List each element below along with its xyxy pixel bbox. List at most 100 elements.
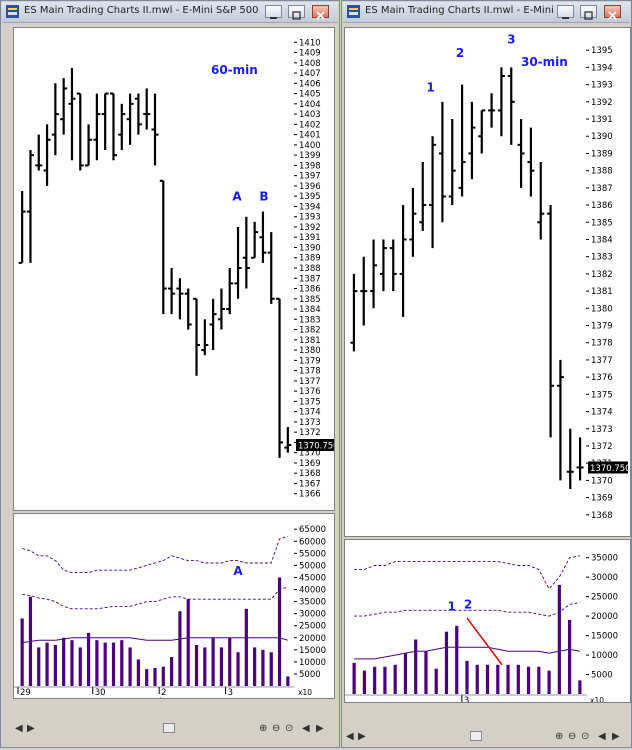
volume-bar (20, 618, 24, 686)
volume-bar (496, 664, 500, 694)
chart-window-60min[interactable]: ES Main Trading Charts II.mwl - E-Mini S… (0, 0, 340, 748)
price-bar (497, 67, 505, 137)
volume-bar (261, 649, 265, 686)
last-price-label: 1370.750 (298, 442, 334, 452)
price-bar (118, 103, 126, 150)
volume-bar (373, 666, 377, 694)
zoom-out-icon[interactable]: ⊖ (272, 723, 281, 734)
price-bar (26, 150, 34, 263)
title-bar[interactable]: ES Main Trading Charts II.mwl - E-Mini S… (2, 2, 338, 23)
zoom-reset-icon[interactable]: ⊙ (285, 723, 294, 734)
scroll-end-icon[interactable]: ▶ (316, 723, 324, 734)
volume-axis-label: 20000 (591, 612, 618, 622)
app-icon (347, 5, 360, 18)
scroll-slider[interactable] (163, 723, 175, 733)
price-bar (109, 92, 117, 161)
volume-pane[interactable]: 35000 30000 25000 20000 15000 10000 5000 x10 1 2 3 (344, 539, 631, 706)
price-bar (68, 67, 76, 161)
volume-bar (578, 680, 582, 694)
price-bar (101, 92, 109, 150)
price-chart[interactable]: 1395 1394 1393 1392 1391 1390 1389 1388 1387 1386… (345, 28, 631, 536)
zoom-in-icon[interactable]: ⊕ (259, 723, 268, 734)
price-axis-label: 1383 (591, 253, 613, 263)
zoom-out-icon[interactable]: ⊖ (568, 731, 577, 742)
price-bar (350, 273, 358, 352)
scroll-end-icon[interactable]: ▶ (612, 731, 620, 742)
price-axis-label: 1374 (299, 408, 321, 418)
price-axis-label: 1369 (591, 494, 613, 504)
price-axis-label: 1386 (591, 201, 613, 211)
scroll-slider[interactable] (470, 731, 482, 741)
volume-bar (414, 639, 418, 694)
scroll-left-icon[interactable]: ◀ (346, 731, 354, 742)
volume-axis-label: 45000 (299, 573, 326, 583)
zoom-reset-icon[interactable]: ⊙ (581, 731, 590, 742)
price-pane[interactable]: 1395 1394 1393 1392 1391 1390 1389 1388 1387 1386… (344, 27, 631, 537)
price-bar (193, 297, 201, 376)
price-axis-label: 1370 (299, 449, 321, 459)
volume-average-line (22, 637, 288, 644)
price-axis-label: 1380 (591, 304, 613, 314)
price-bar (201, 319, 209, 356)
price-axis-label: 1389 (591, 149, 613, 159)
volume-chart[interactable]: 6500060000550005000045000400003500030000… (14, 514, 334, 707)
price-axis-label: 1374 (591, 408, 613, 418)
volume-average-line (354, 646, 580, 660)
price-bar (276, 297, 284, 458)
volume-pane[interactable]: 65000 60000 55000 50000 45000 40000 35000 30000… (13, 513, 335, 707)
volume-axis-label: 25000 (591, 593, 618, 603)
price-axis-label: 1372 (591, 442, 613, 452)
volume-bar (45, 642, 49, 686)
price-axis-label: 1390 (591, 132, 613, 142)
chart-window-30min[interactable]: ES Main Trading Charts II.mwl - E-Mini S… (341, 0, 632, 748)
price-chart[interactable]: 1410140914081407140614051404140314021401… (14, 28, 339, 510)
price-axis-label: 1392 (591, 98, 613, 108)
window-title: ES Main Trading Charts II.mwl - E-Mini S… (365, 5, 555, 16)
price-bar (18, 191, 26, 264)
price-axis-label: 1370 (591, 476, 613, 486)
price-bar (547, 205, 555, 438)
price-axis-label: 1404 (299, 100, 321, 110)
scroll-left-icon[interactable]: ◀ (15, 723, 23, 734)
scroll-begin-icon[interactable]: ◀ (598, 731, 606, 742)
volume-bar (161, 666, 165, 686)
volume-bar (547, 670, 551, 694)
volume-bar (120, 640, 124, 686)
volume-axis-label: 20000 (299, 634, 326, 644)
title-bar[interactable]: ES Main Trading Charts II.mwl - E-Mini S… (343, 2, 630, 23)
minimize-button[interactable] (557, 5, 574, 19)
zoom-in-icon[interactable]: ⊕ (555, 731, 564, 742)
price-axis-label: 1392 (299, 223, 321, 233)
scroll-right-icon[interactable]: ▶ (27, 723, 35, 734)
price-bar (159, 179, 167, 315)
volume-axis-label: 50000 (299, 561, 326, 571)
price-axis-label: 1377 (299, 377, 321, 387)
volume-axis-label: 5000 (299, 670, 321, 680)
timeframe-label: 60-min (211, 63, 258, 77)
volume-bar (86, 632, 91, 686)
maximize-button[interactable] (580, 5, 597, 20)
price-bar (259, 211, 267, 263)
close-button[interactable] (312, 5, 329, 20)
volume-multiplier: x10 (590, 696, 604, 702)
price-axis-label: 1409 (299, 49, 321, 59)
price-axis-label: 1387 (299, 274, 321, 284)
price-axis-label: 1367 (299, 479, 321, 489)
price-bar (566, 428, 574, 489)
price-bar (234, 226, 242, 299)
price-axis-label: 1405 (299, 90, 321, 100)
volume-bar (506, 664, 510, 694)
minimize-button[interactable] (265, 5, 282, 19)
volume-bar (424, 651, 428, 694)
price-axis-label: 1394 (299, 202, 321, 212)
price-axis-label: 1390 (299, 243, 321, 253)
price-pane[interactable]: 1410 1409 1408 1407 1406 1405 1404 1403 1402 1401… (13, 27, 339, 511)
scroll-begin-icon[interactable]: ◀ (302, 723, 310, 734)
close-button[interactable] (604, 5, 621, 20)
price-bar (168, 268, 176, 315)
volume-bar (485, 664, 490, 694)
maximize-button[interactable] (288, 5, 305, 20)
date-label: 3 (228, 688, 233, 698)
volume-chart[interactable]: 35000 30000 25000 20000 15000 10000 5000 x10 1 2 3 (345, 540, 630, 706)
scroll-right-icon[interactable]: ▶ (358, 731, 366, 742)
